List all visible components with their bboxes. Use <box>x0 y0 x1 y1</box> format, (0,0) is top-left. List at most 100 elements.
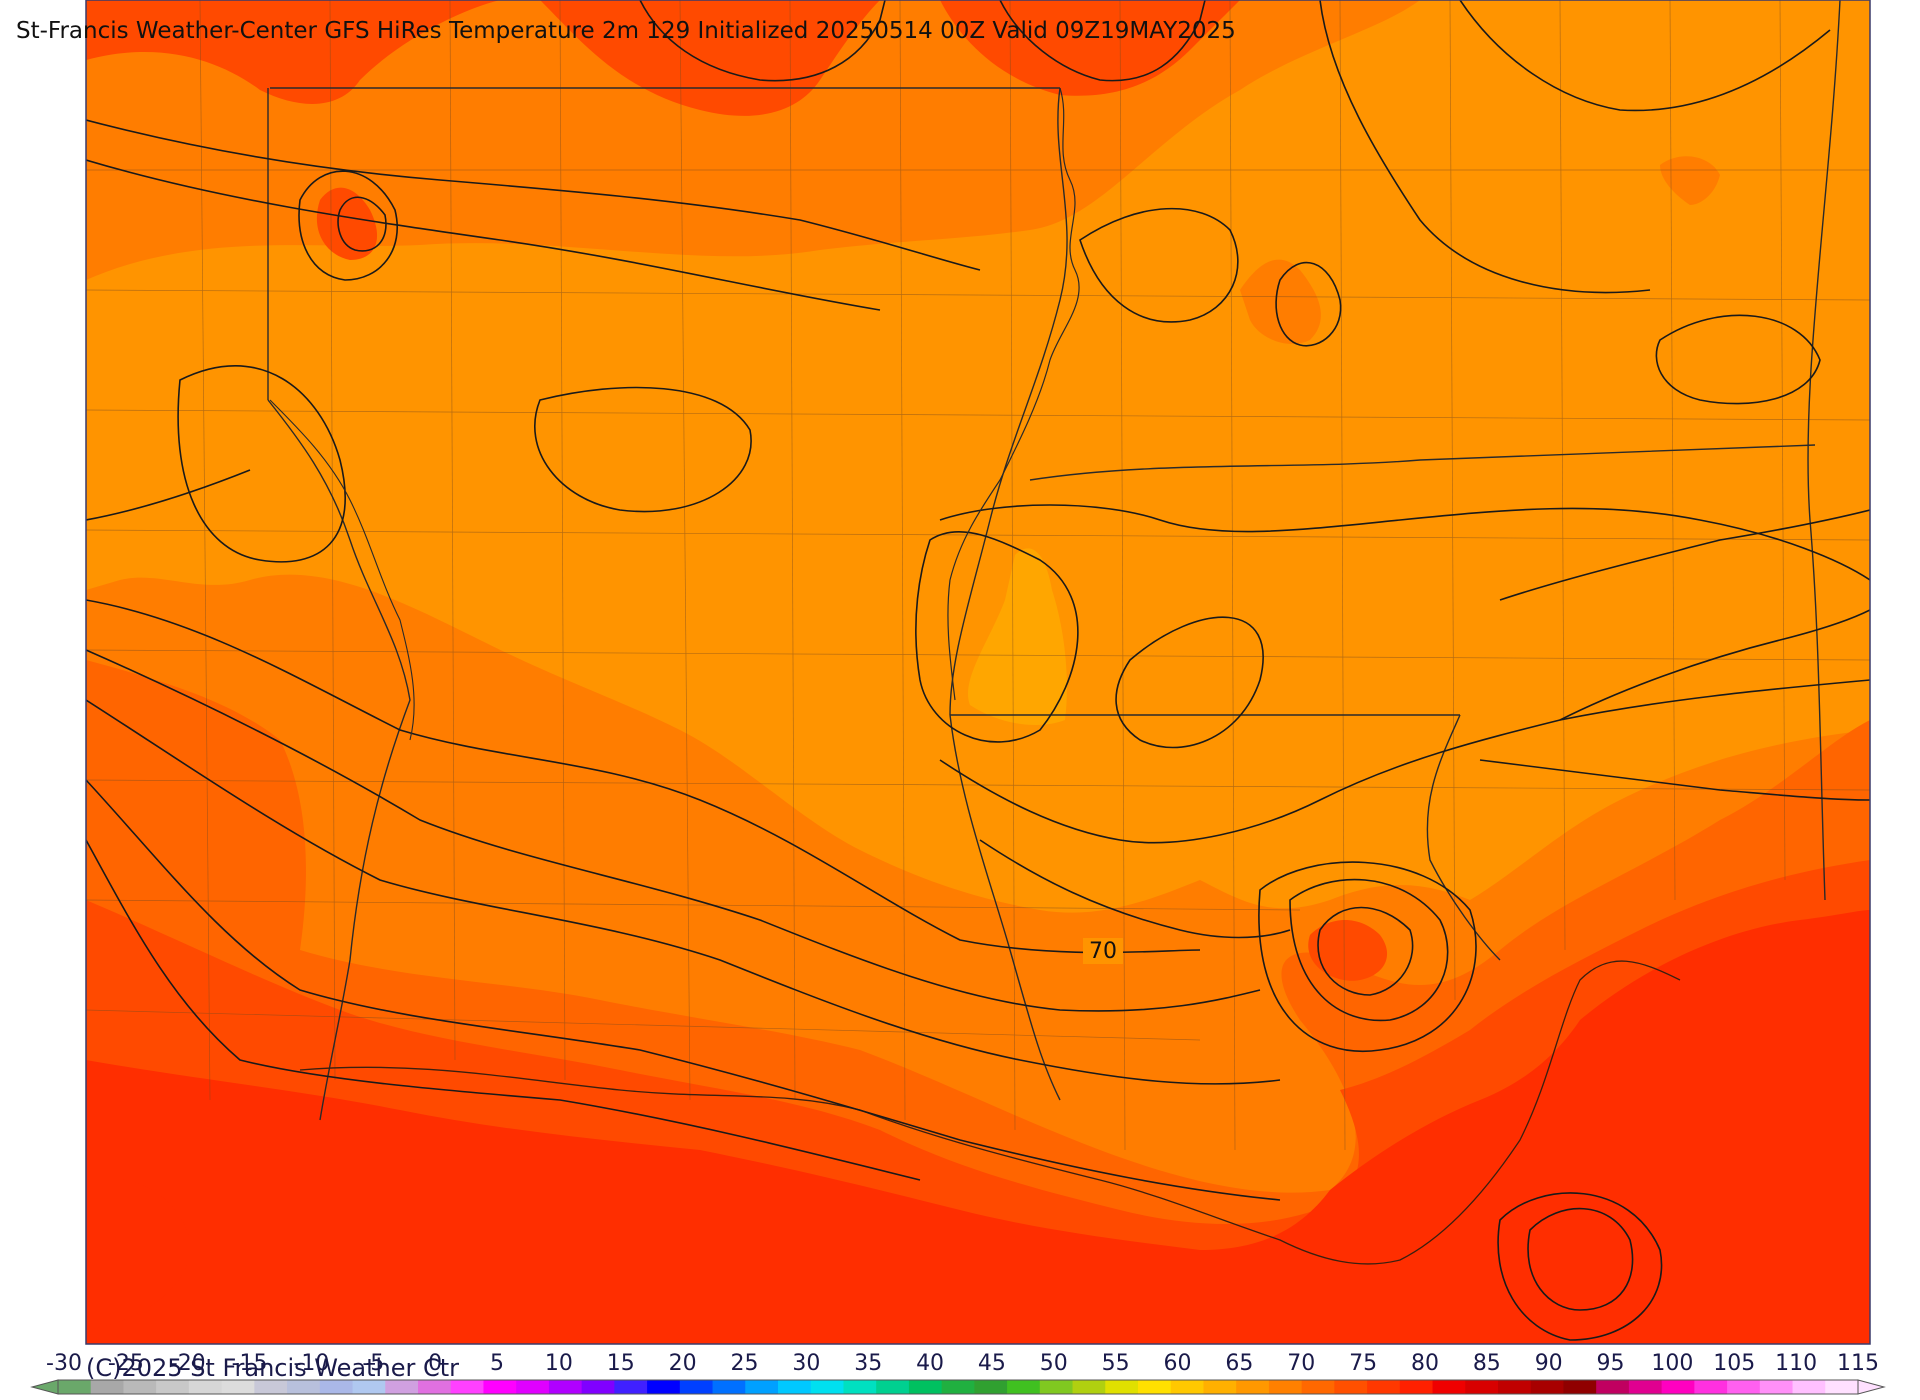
colorbar-tick-label: 65 <box>1225 1351 1253 1376</box>
map-frame <box>85 0 1871 1345</box>
colorbar-tick-label: 0 <box>428 1351 442 1376</box>
colorbar-swatch <box>614 1380 648 1394</box>
colorbar-swatch <box>319 1380 354 1394</box>
colorbar-swatch <box>90 1380 124 1394</box>
colorbar-tick-label: 75 <box>1349 1351 1377 1376</box>
colorbar-swatch <box>1334 1380 1368 1394</box>
map-title: St-Francis Weather-Center GFS HiRes Temp… <box>16 18 1236 44</box>
colorbar-tick-label: 70 <box>1287 1351 1315 1376</box>
colorbar-tick-label: 15 <box>607 1351 635 1376</box>
colorbar-tick-label: 25 <box>730 1351 758 1376</box>
colorbar-swatch <box>941 1380 975 1394</box>
colorbar-swatch <box>1759 1380 1794 1394</box>
mississippi-river <box>947 87 1080 701</box>
colorbar-tick-label: 110 <box>1775 1351 1817 1376</box>
colorbar-swatch <box>974 1380 1008 1394</box>
colorbar-swatch <box>1170 1380 1204 1394</box>
colorbar-swatch <box>1628 1380 1663 1394</box>
colorbar-swatch <box>188 1380 223 1394</box>
colorbar-swatch <box>581 1380 615 1394</box>
red-river <box>269 399 415 741</box>
colorbar-swatch <box>1105 1380 1139 1394</box>
colorbar-tick-label: -5 <box>362 1351 384 1376</box>
colorbar-swatch <box>1563 1380 1597 1394</box>
colorbar-swatch <box>876 1380 910 1394</box>
colorbar-swatch <box>1039 1380 1074 1394</box>
colorbar-swatch <box>156 1380 190 1394</box>
colorbar-tick-label: -20 <box>170 1351 206 1376</box>
colorbar-swatch <box>1367 1380 1401 1394</box>
colorbar-swatch <box>1792 1380 1826 1394</box>
temp-fill-60-65 <box>86 0 1870 913</box>
colorbar-tick-label: -25 <box>108 1351 144 1376</box>
colorbar-border <box>57 1379 1859 1395</box>
colorbar-swatch <box>1498 1380 1532 1394</box>
colorbar-arrow-right <box>1857 1379 1886 1395</box>
temp-fill-80-85 <box>86 910 1870 1344</box>
colorbar-swatch <box>385 1380 419 1394</box>
colorbar-tick-label: 90 <box>1535 1351 1563 1376</box>
coastline <box>299 960 1681 1265</box>
colorbar-tick-label: 5 <box>490 1351 504 1376</box>
colorbar-swatch <box>58 1380 92 1394</box>
colorbar-tick-label: -30 <box>46 1351 82 1376</box>
colorbar-arrow-left <box>30 1379 59 1395</box>
colorbar-tick-label: 80 <box>1411 1351 1439 1376</box>
colorbar-swatch <box>1399 1380 1434 1394</box>
colorbar-tick-label: 45 <box>978 1351 1006 1376</box>
temp-fill-80-85-west <box>86 1178 191 1330</box>
temp-fill-75-80-pocket <box>316 187 378 260</box>
colorbar-swatch <box>1072 1380 1106 1394</box>
contour-label-70: 70 <box>1089 939 1117 964</box>
colorbar-swatch <box>516 1380 550 1394</box>
colorbar-swatch <box>778 1380 812 1394</box>
colorbar-swatch <box>745 1380 779 1394</box>
colorbar-tick-label: 60 <box>1164 1351 1192 1376</box>
colorbar-swatch <box>254 1380 288 1394</box>
colorbar-swatch <box>450 1380 484 1394</box>
copyright-text: (C)2025 St Francis Weather Ctr <box>86 1354 460 1382</box>
colorbar-tick-label: 35 <box>854 1351 882 1376</box>
colorbar-swatch <box>1236 1380 1270 1394</box>
colorbar-tick-label: 30 <box>792 1351 820 1376</box>
colorbar-tick-label: 50 <box>1040 1351 1068 1376</box>
colorbar-swatch <box>1432 1380 1466 1394</box>
temp-fill-75-80-north <box>86 0 500 104</box>
colorbar-swatch <box>679 1380 714 1394</box>
colorbar-tick-label: 105 <box>1713 1351 1755 1376</box>
colorbar-swatch <box>647 1380 681 1394</box>
colorbar-ticks: -30 -25 -20 -15 -10 -5 0 5 10 15 20 25 30 35 40 45 50 55 6… <box>46 1351 1879 1376</box>
colorbar-tick-label: 40 <box>916 1351 944 1376</box>
colorbar-swatch <box>1465 1380 1499 1394</box>
colorbar-swatch <box>548 1380 583 1394</box>
temp-fill-75-80-louisiana <box>1308 920 1388 981</box>
colorbar-swatch <box>1530 1380 1564 1394</box>
colorbar-swatch <box>908 1380 943 1394</box>
colorbar-swatch <box>418 1380 452 1394</box>
colorbar-swatch <box>1203 1380 1237 1394</box>
colorbar-swatch <box>712 1380 746 1394</box>
colorbar-swatch <box>843 1380 877 1394</box>
isotherm-contours <box>86 0 1870 1341</box>
colorbar-swatch <box>352 1380 386 1394</box>
colorbar-swatch <box>1138 1380 1172 1394</box>
colorbar-tick-label: 20 <box>669 1351 697 1376</box>
colorbar-swatch <box>810 1380 844 1394</box>
colorbar-swatch <box>1727 1380 1761 1394</box>
colorbar-tick-label: -10 <box>293 1351 329 1376</box>
colorbar-swatch <box>123 1380 157 1394</box>
colorbar-tick-label: 100 <box>1651 1351 1693 1376</box>
colorbar-tick-label: 85 <box>1473 1351 1501 1376</box>
colorbar-swatch <box>1825 1380 1859 1394</box>
colorbar-swatch <box>1268 1380 1303 1394</box>
colorbar-tick-label: 95 <box>1597 1351 1625 1376</box>
temp-fill-75-80-north-2 <box>540 0 880 116</box>
colorbar-swatch <box>1661 1380 1695 1394</box>
colorbar-swatch <box>1007 1380 1041 1394</box>
colorbar-tick-label: 10 <box>545 1351 573 1376</box>
colorbar-swatch <box>483 1380 517 1394</box>
colorbar-swatch <box>1301 1380 1335 1394</box>
colorbar-swatch <box>221 1380 255 1394</box>
